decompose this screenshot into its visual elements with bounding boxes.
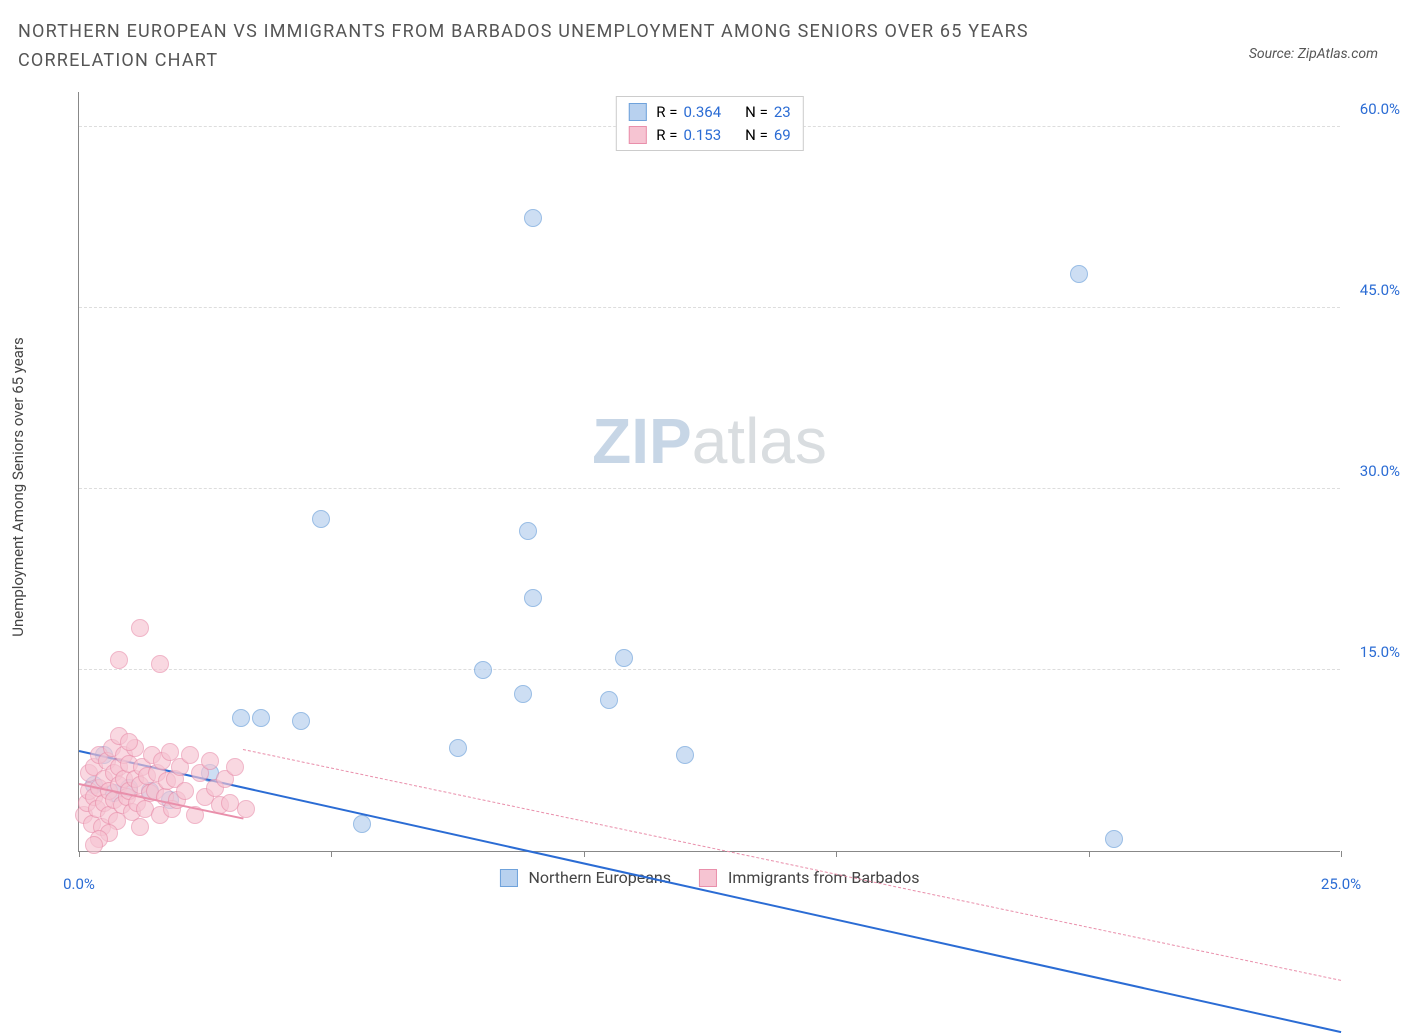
gridline: [79, 488, 1340, 489]
data-point: [120, 733, 138, 751]
x-tick: [836, 851, 837, 857]
y-tick-label: 60.0%: [1360, 100, 1400, 118]
data-point: [353, 815, 371, 833]
stats-n-label: N =: [745, 124, 768, 147]
stats-n-value: 69: [774, 124, 791, 147]
stats-row: R = 0.364 N = 23: [628, 101, 790, 124]
data-point: [131, 619, 149, 637]
data-point: [110, 651, 128, 669]
data-point: [514, 685, 532, 703]
y-tick-label: 45.0%: [1360, 281, 1400, 299]
y-tick-label: 30.0%: [1360, 462, 1400, 480]
chart-title: NORTHERN EUROPEAN VS IMMIGRANTS FROM BAR…: [18, 18, 1118, 76]
y-axis-label: Unemployment Among Seniors over 65 years: [9, 337, 27, 636]
y-tick-label: 15.0%: [1360, 643, 1400, 661]
data-point: [524, 589, 542, 607]
stats-n-value: 23: [774, 101, 791, 124]
data-point: [1105, 830, 1123, 848]
x-tick: [1089, 851, 1090, 857]
data-point: [252, 709, 270, 727]
data-point: [176, 782, 194, 800]
legend-swatch: [628, 126, 646, 144]
data-point: [615, 649, 633, 667]
x-tick: [1341, 851, 1342, 857]
stats-r-label: R =: [656, 101, 677, 124]
data-point: [181, 746, 199, 764]
stats-r-value: 0.364: [683, 101, 721, 124]
x-tick: [584, 851, 585, 857]
stats-n-label: N =: [745, 101, 768, 124]
data-point: [151, 655, 169, 673]
data-point: [201, 752, 219, 770]
data-point: [226, 758, 244, 776]
watermark: ZIPatlas: [592, 404, 827, 478]
data-point: [474, 661, 492, 679]
source-label: Source: ZipAtlas.com: [1249, 46, 1378, 62]
data-point: [85, 836, 103, 854]
legend-swatch: [699, 869, 717, 887]
plot-area: ZIPatlas R = 0.364N = 23R = 0.153N = 69 …: [78, 92, 1340, 852]
data-point: [519, 522, 537, 540]
x-tick: [79, 851, 80, 857]
data-point: [232, 709, 250, 727]
stats-r-value: 0.153: [683, 124, 721, 147]
data-point: [449, 739, 467, 757]
data-point: [676, 746, 694, 764]
data-point: [600, 691, 618, 709]
data-point: [312, 510, 330, 528]
x-max-label: 25.0%: [1321, 875, 1361, 893]
data-point: [1070, 265, 1088, 283]
gridline: [79, 307, 1340, 308]
data-point: [292, 712, 310, 730]
data-point: [131, 818, 149, 836]
data-point: [524, 209, 542, 227]
stats-r-label: R =: [656, 124, 677, 147]
chart-container: Unemployment Among Seniors over 65 years…: [58, 92, 1378, 882]
gridline: [79, 669, 1340, 670]
x-tick: [331, 851, 332, 857]
trend-line: [243, 749, 1341, 981]
stats-row: R = 0.153 N = 69: [628, 124, 790, 147]
data-point: [237, 800, 255, 818]
legend-swatch: [628, 103, 646, 121]
legend-swatch: [499, 869, 517, 887]
trend-line: [79, 750, 1341, 1033]
x-min-label: 0.0%: [63, 875, 95, 893]
stats-box: R = 0.364 N = 23 R = 0.153 N = 69: [615, 96, 803, 151]
